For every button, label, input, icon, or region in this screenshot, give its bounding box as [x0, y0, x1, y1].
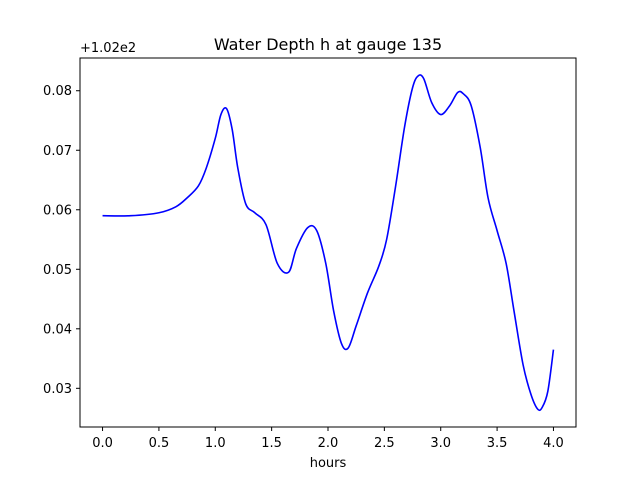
- y-tick-label: 0.06: [43, 203, 72, 218]
- x-tick-label: 0.0: [92, 436, 113, 451]
- x-tick-label: 1.5: [261, 436, 282, 451]
- x-tick-label: 1.0: [205, 436, 226, 451]
- chart-title: Water Depth h at gauge 135: [214, 35, 442, 54]
- x-tick-label: 3.5: [487, 436, 508, 451]
- x-tick-label: 2.5: [374, 436, 395, 451]
- plot-frame: [79, 57, 577, 428]
- x-tick-label: 0.5: [149, 436, 170, 451]
- y-tick-label: 0.07: [43, 144, 72, 159]
- x-tick-label: 3.0: [430, 436, 451, 451]
- y-tick-label: 0.04: [43, 322, 72, 337]
- x-axis-label: hours: [310, 456, 347, 471]
- y-offset-label: +1.02e2: [80, 41, 136, 56]
- x-tick-label: 4.0: [543, 436, 564, 451]
- x-tick-label: 2.0: [318, 436, 339, 451]
- y-axis-ticks: 0.03 0.04 0.05 0.06 0.07 0.08: [43, 84, 80, 397]
- y-tick-label: 0.08: [43, 84, 72, 99]
- x-axis-ticks: 0.0 0.5 1.0 1.5 2.0 2.5 3.0 3.5 4.0: [92, 427, 564, 451]
- y-tick-label: 0.05: [43, 263, 72, 278]
- series-line-0: [102, 74, 555, 412]
- y-tick-label: 0.03: [43, 382, 72, 397]
- series-layer: [102, 74, 555, 412]
